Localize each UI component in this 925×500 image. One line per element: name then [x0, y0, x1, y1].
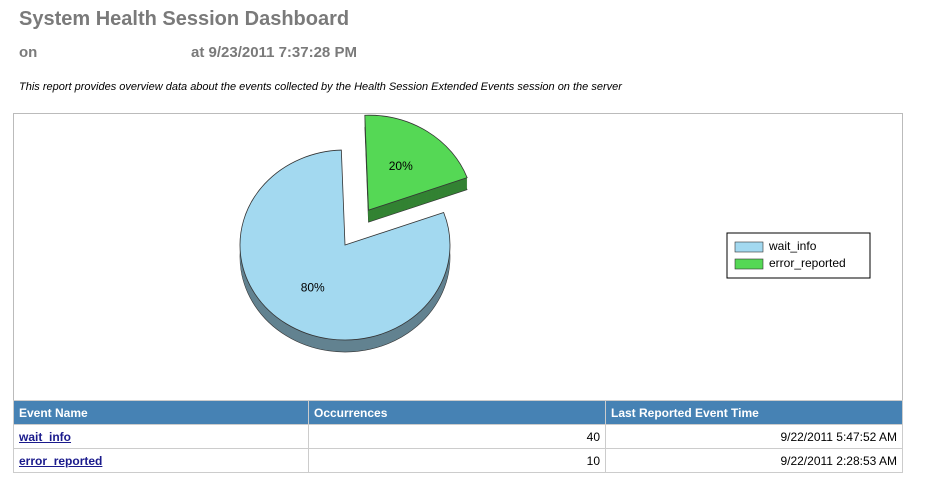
cell: 40: [308, 424, 606, 449]
column-header: Occurrences: [308, 400, 606, 425]
slice: [239, 149, 451, 341]
report-time: at 9/23/2011 7:37:28 PM: [191, 44, 357, 61]
cell: 9/22/2011 5:47:52 AM: [605, 424, 903, 449]
slice: [364, 114, 468, 211]
cell: wait_info: [13, 424, 309, 449]
report-description: This report provides overview data about…: [19, 81, 622, 93]
slice-label: 80%: [301, 280, 325, 294]
event-link[interactable]: wait_info: [19, 429, 72, 444]
cell: 9/22/2011 2:28:53 AM: [605, 448, 903, 473]
slice-label: 20%: [389, 159, 413, 173]
event-link[interactable]: error_reported: [19, 453, 103, 468]
row: wait_info 40 9/22/2011 5:47:52 AM: [13, 424, 903, 449]
cell: 10: [308, 448, 606, 473]
event-table: Event Name Occurrences Last Reported Eve…: [13, 400, 903, 473]
column-header: Event Name: [13, 400, 309, 425]
report-title: System Health Session Dashboard: [19, 8, 350, 30]
row: error_reported 10 9/22/2011 2:28:53 AM: [13, 448, 903, 473]
header-row: Event Name Occurrences Last Reported Eve…: [13, 400, 903, 425]
legend-swatch: [734, 258, 764, 270]
legend-swatch: [734, 241, 764, 253]
legend-label: error_reported: [769, 256, 846, 270]
cell: error_reported: [13, 448, 309, 473]
legend-label: wait_info: [768, 239, 817, 253]
chart-frame: [13, 113, 903, 401]
legend-box: [726, 232, 871, 279]
column-header: Last Reported Event Time: [605, 400, 903, 425]
report-on: on: [19, 44, 38, 61]
